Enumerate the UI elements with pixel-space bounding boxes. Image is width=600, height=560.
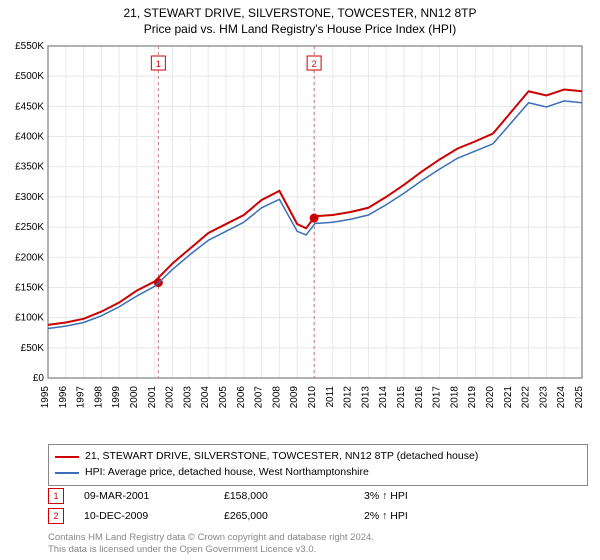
svg-text:2008: 2008 (271, 386, 282, 409)
legend-row: 21, STEWART DRIVE, SILVERSTONE, TOWCESTE… (55, 449, 581, 465)
svg-text:2012: 2012 (343, 386, 354, 409)
svg-text:£100K: £100K (15, 313, 44, 324)
svg-text:£200K: £200K (15, 252, 44, 263)
svg-text:£0: £0 (33, 373, 45, 384)
legend-row: HPI: Average price, detached house, West… (55, 465, 581, 481)
title-subtitle: Price paid vs. HM Land Registry's House … (0, 22, 600, 36)
svg-text:2018: 2018 (449, 386, 460, 409)
svg-text:1996: 1996 (58, 386, 69, 409)
svg-text:2001: 2001 (147, 386, 158, 409)
transaction-table: 1 09-MAR-2001 £158,000 3% ↑ HPI 2 10-DEC… (48, 486, 588, 526)
svg-text:2016: 2016 (414, 386, 425, 409)
svg-text:2007: 2007 (254, 386, 265, 409)
svg-text:2000: 2000 (129, 386, 140, 409)
svg-text:2024: 2024 (556, 386, 567, 409)
svg-text:2020: 2020 (485, 386, 496, 409)
title-address: 21, STEWART DRIVE, SILVERSTONE, TOWCESTE… (0, 6, 600, 20)
svg-text:2022: 2022 (521, 386, 532, 409)
svg-text:2015: 2015 (396, 386, 407, 409)
svg-text:2010: 2010 (307, 386, 318, 409)
txn-date: 10-DEC-2009 (84, 510, 224, 522)
svg-text:2006: 2006 (236, 386, 247, 409)
svg-text:2005: 2005 (218, 386, 229, 409)
marker-badge: 1 (48, 488, 64, 504)
footer-line: Contains HM Land Registry data © Crown c… (48, 532, 374, 544)
txn-price: £158,000 (224, 490, 364, 502)
svg-text:2021: 2021 (503, 386, 514, 409)
page: 21, STEWART DRIVE, SILVERSTONE, TOWCESTE… (0, 0, 600, 560)
svg-text:2: 2 (312, 59, 317, 69)
table-row: 1 09-MAR-2001 £158,000 3% ↑ HPI (48, 486, 588, 506)
svg-text:2013: 2013 (360, 386, 371, 409)
legend-label: 21, STEWART DRIVE, SILVERSTONE, TOWCESTE… (85, 449, 478, 465)
txn-delta: 2% ↑ HPI (364, 510, 504, 522)
svg-text:2019: 2019 (467, 386, 478, 409)
svg-text:1999: 1999 (111, 386, 122, 409)
txn-price: £265,000 (224, 510, 364, 522)
svg-text:2017: 2017 (432, 386, 443, 409)
svg-text:1: 1 (156, 59, 161, 69)
footer-line: This data is licensed under the Open Gov… (48, 544, 374, 556)
legend-swatch-icon (55, 472, 79, 474)
svg-text:1998: 1998 (93, 386, 104, 409)
svg-text:£550K: £550K (15, 41, 44, 52)
price-chart: £0£50K£100K£150K£200K£250K£300K£350K£400… (48, 42, 588, 412)
legend: 21, STEWART DRIVE, SILVERSTONE, TOWCESTE… (48, 444, 588, 486)
svg-text:£500K: £500K (15, 71, 44, 82)
svg-text:£50K: £50K (21, 343, 45, 354)
footer: Contains HM Land Registry data © Crown c… (48, 532, 374, 557)
svg-text:1995: 1995 (40, 386, 51, 409)
table-row: 2 10-DEC-2009 £265,000 2% ↑ HPI (48, 506, 588, 526)
svg-text:£350K: £350K (15, 162, 44, 173)
svg-text:2009: 2009 (289, 386, 300, 409)
svg-text:2003: 2003 (182, 386, 193, 409)
svg-text:£250K: £250K (15, 222, 44, 233)
svg-text:2014: 2014 (378, 386, 389, 409)
legend-label: HPI: Average price, detached house, West… (85, 465, 369, 481)
svg-text:£400K: £400K (15, 132, 44, 143)
svg-text:£450K: £450K (15, 101, 44, 112)
svg-text:1997: 1997 (76, 386, 87, 409)
svg-text:2025: 2025 (574, 386, 585, 409)
svg-text:2004: 2004 (200, 386, 211, 409)
txn-delta: 3% ↑ HPI (364, 490, 504, 502)
svg-text:£300K: £300K (15, 192, 44, 203)
title-block: 21, STEWART DRIVE, SILVERSTONE, TOWCESTE… (0, 0, 600, 36)
txn-date: 09-MAR-2001 (84, 490, 224, 502)
svg-text:2023: 2023 (538, 386, 549, 409)
svg-text:2011: 2011 (325, 386, 336, 408)
marker-badge: 2 (48, 508, 64, 524)
svg-text:£150K: £150K (15, 282, 44, 293)
legend-swatch-icon (55, 456, 79, 458)
svg-text:2002: 2002 (165, 386, 176, 409)
